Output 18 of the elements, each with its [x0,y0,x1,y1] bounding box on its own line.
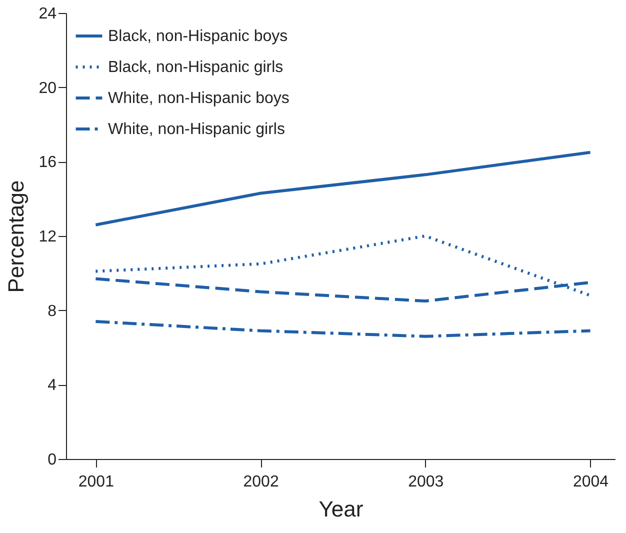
x-tick-label: 2004 [572,474,609,490]
legend-label: White, non-Hispanic girls [108,121,285,138]
legend-label: White, non-Hispanic boys [108,90,290,107]
line-series [94,150,592,226]
y-tick-label: 4 [48,377,57,394]
legend-label: Black, non-Hispanic boys [108,28,288,45]
x-tick-label: 2002 [243,474,279,490]
y-tick-label: 16 [38,154,57,172]
legend-label: Black, non-Hispanic girls [108,59,284,76]
y-tick-label: 24 [38,6,57,22]
y-tick-label: 8 [48,302,57,320]
y-axis-title: Percentage [4,180,29,293]
x-tick-label: 2003 [408,474,444,490]
x-tick-label: 2001 [78,474,114,490]
y-tick-label: 20 [38,80,57,97]
x-axis-title: Year [318,496,364,522]
y-tick-label: 12 [38,228,57,246]
y-tick-label: 0 [48,452,57,468]
